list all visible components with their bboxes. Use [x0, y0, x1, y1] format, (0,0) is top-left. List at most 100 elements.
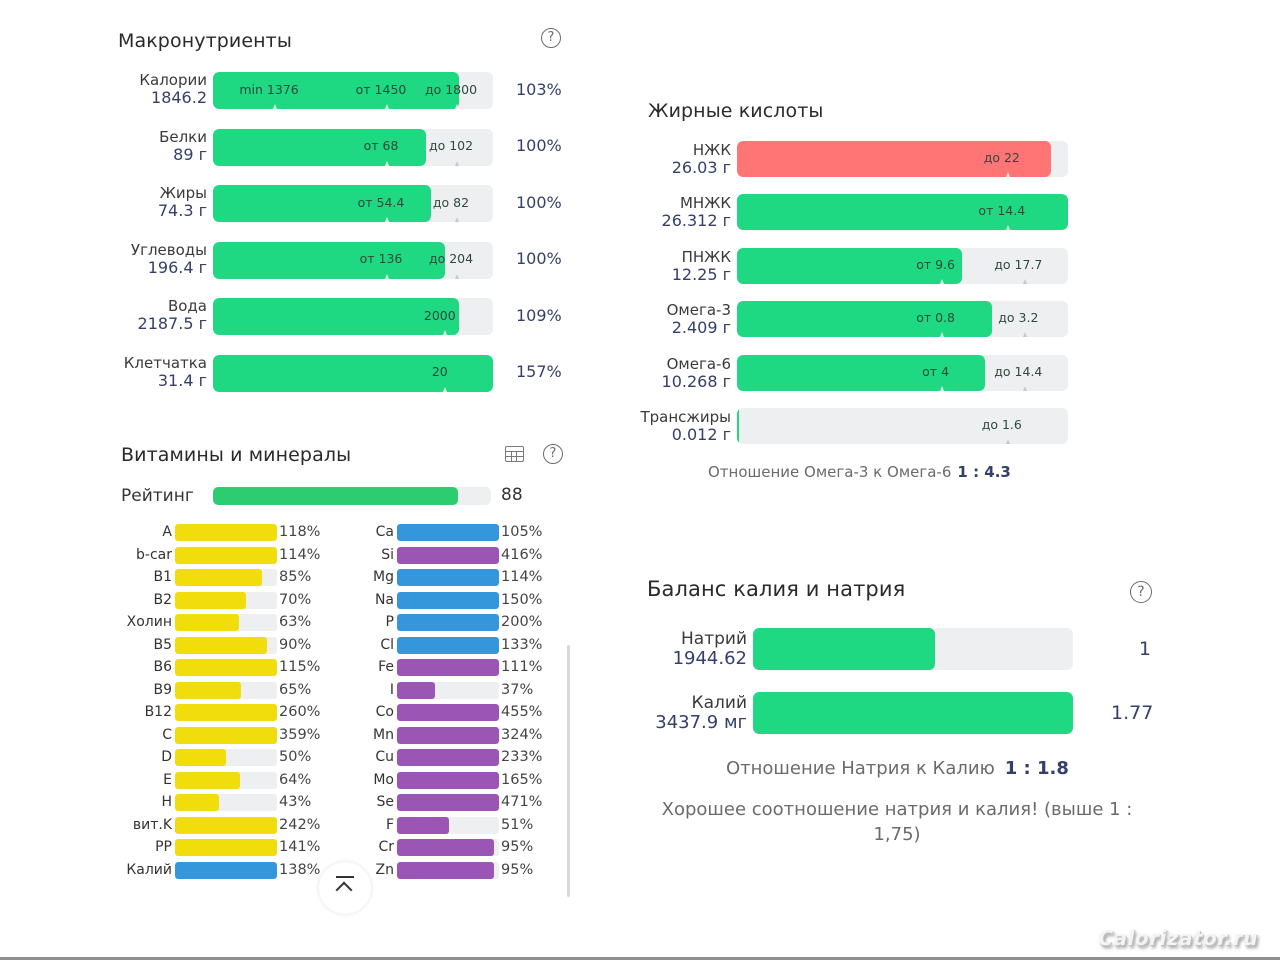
threshold-label: до 1.6 [981, 417, 1022, 432]
nutrient-name: Калий [691, 693, 747, 713]
macro-row: Белки 89 г от 68 до 102 100% [159, 128, 562, 166]
percent-value: 70% [279, 591, 312, 608]
row-label: ПНЖК 12.25 г [671, 247, 731, 284]
progress-bar-fill [397, 524, 499, 541]
progress-bar: от 14.4 [737, 194, 1068, 231]
threshold-tick [940, 385, 945, 391]
threshold-tick [454, 273, 459, 279]
nutrient-name: Трансжиры [640, 408, 731, 426]
progress-bar: от 136 до 204 [213, 241, 493, 279]
nutrient-name: b-car [136, 546, 172, 563]
fatty-acid-row: МНЖК 26.312 г от 14.4 [662, 194, 1068, 231]
progress-bar-fill [213, 298, 460, 335]
sodium-potassium-ratio: Отношение Натрия к Калию 1 : 1.8 [726, 758, 1069, 779]
nutrient-name: Ca [375, 524, 394, 540]
nutrient-name: НЖК [692, 141, 731, 159]
progress-bar-fill [737, 141, 1052, 177]
macro-row: Жиры 74.3 г от 54.4 до 82 100% [158, 185, 562, 222]
threshold-tick [1006, 439, 1011, 444]
nutrient-row: Se 471% [377, 793, 547, 811]
nutrient-name: Углеводы [130, 240, 207, 259]
percent-value: 100% [516, 192, 562, 212]
nutrient-row: Cr 95% [378, 838, 547, 856]
watermark-logo: Calorizator.ru [1098, 926, 1258, 950]
threshold-label: до 17.7 [994, 256, 1043, 272]
progress-bar-fill [175, 749, 226, 766]
threshold-tick [1006, 172, 1011, 177]
nutrient-row: Cl 133% [380, 636, 547, 654]
threshold-label: до 1800 [424, 81, 478, 97]
threshold-tick [443, 386, 448, 392]
fatty-acid-row: НЖК 26.03 г до 22 [672, 141, 1068, 177]
progress-bar-fill [397, 546, 499, 564]
nutrient-name: D [161, 749, 172, 765]
progress-bar-fill [213, 185, 432, 222]
scrollbar[interactable] [567, 645, 570, 897]
nutrient-name: Si [381, 546, 394, 563]
percent-value: 85% [279, 569, 312, 585]
progress-bar [175, 524, 277, 541]
progress-bar-fill [397, 681, 435, 699]
nutrient-row: b-car 114% [136, 546, 325, 564]
progress-bar: от 68 до 102 [213, 128, 493, 166]
threshold-tick [1022, 278, 1027, 284]
threshold-label: до 204 [428, 251, 474, 266]
nutrient-row: Cu 233% [375, 748, 547, 766]
nutrient-name: Натрий [681, 629, 747, 649]
nutrient-row: F 51% [386, 816, 547, 834]
progress-bar: 20 [213, 354, 493, 392]
progress-bar [397, 839, 499, 856]
percent-value: 1.77 [1111, 702, 1154, 724]
progress-bar [175, 636, 277, 654]
nutrient-name: Mn [373, 726, 394, 743]
progress-bar-fill [175, 816, 277, 834]
threshold-tick [940, 278, 945, 284]
row-label: Калий 3437.9 мг [655, 693, 747, 733]
progress-bar-fill [397, 816, 450, 834]
nutrient-name: Cr [378, 839, 394, 855]
progress-bar: от 4 до 14.4 [737, 354, 1068, 391]
row-label: Углеводы 196.4 г [130, 240, 207, 277]
nutrient-name: P [385, 614, 394, 630]
progress-bar-fill [175, 636, 267, 654]
progress-bar-fill [213, 354, 493, 392]
mineral-balance-row: Калий 3437.9 мг 1.77 [655, 692, 1153, 734]
nutrient-name: F [385, 816, 394, 833]
nutrient-value: 12.25 г [671, 264, 731, 284]
nutrient-value: 196.4 г [147, 257, 207, 277]
nutrient-row: B6 115% [153, 658, 325, 676]
percent-value: 416% [501, 546, 543, 563]
question-circle-icon[interactable]: ? [1130, 581, 1152, 603]
threshold-label: min 1376 [239, 81, 299, 97]
progress-bar [397, 749, 499, 766]
percent-value: 260% [279, 704, 321, 720]
row-label: НЖК 26.03 г [672, 141, 731, 177]
nutrient-name: ПНЖК [681, 247, 731, 266]
progress-bar-fill [213, 128, 426, 166]
omega-ratio-value: 1 : 4.3 [957, 463, 1011, 481]
nutrient-name: Жиры [159, 184, 207, 202]
percent-value: 105% [501, 524, 543, 540]
scroll-to-top-button[interactable] [319, 862, 371, 914]
progress-bar-fill [213, 72, 460, 109]
question-circle-icon[interactable]: ? [543, 444, 563, 464]
percent-value: 95% [501, 839, 534, 855]
progress-bar-fill [397, 591, 499, 609]
progress-bar-fill [737, 247, 963, 284]
row-label: МНЖК 26.312 г [662, 195, 731, 230]
nutrient-row: C 359% [162, 726, 325, 744]
threshold-tick [1022, 385, 1027, 391]
progress-bar-fill [397, 614, 499, 631]
nutrient-row: Zn 95% [376, 861, 547, 879]
progress-bar [397, 591, 499, 609]
percent-value: 242% [279, 816, 321, 833]
progress-bar [175, 681, 277, 699]
threshold-tick [454, 160, 459, 166]
nutrient-value: 0.012 г [671, 425, 731, 444]
question-circle-icon[interactable]: ? [541, 28, 561, 48]
percent-value: 118% [279, 524, 321, 540]
percent-value: 100% [516, 249, 562, 268]
threshold-label: до 22 [983, 150, 1020, 165]
table-grid-icon[interactable] [505, 446, 524, 462]
percent-value: 114% [279, 546, 321, 563]
